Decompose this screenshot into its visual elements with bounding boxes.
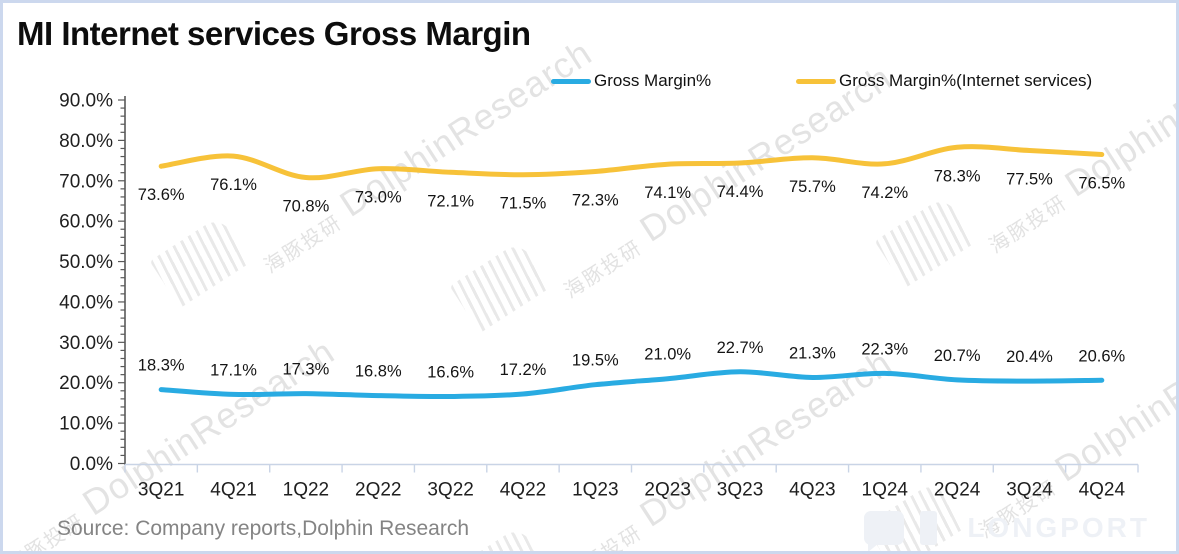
- y-tick-label: 30.0%: [59, 333, 113, 354]
- legend-label: Gross Margin%(Internet services): [839, 71, 1093, 90]
- legend-label: Gross Margin%: [594, 71, 712, 90]
- data-label: 18.3%: [138, 357, 185, 375]
- data-label: 76.5%: [1078, 175, 1125, 193]
- x-tick-label: 4Q21: [210, 480, 256, 501]
- x-tick-label: 3Q23: [717, 480, 763, 501]
- x-tick-label: 4Q22: [500, 480, 546, 501]
- x-tick-label: 1Q22: [283, 480, 329, 501]
- data-label: 21.0%: [644, 346, 691, 364]
- x-tick-label: 4Q24: [1079, 480, 1126, 501]
- data-label: 20.4%: [1006, 348, 1053, 366]
- chart-title: MI Internet services Gross Margin: [17, 15, 531, 52]
- data-label: 77.5%: [1006, 170, 1053, 188]
- data-label: 20.6%: [1078, 347, 1125, 365]
- data-label: 71.5%: [500, 195, 547, 213]
- data-label: 74.4%: [717, 183, 764, 201]
- x-tick-label: 2Q23: [644, 480, 690, 501]
- data-label: 17.1%: [210, 361, 257, 379]
- y-tick-label: 60.0%: [59, 212, 113, 233]
- data-label: 16.8%: [355, 363, 402, 381]
- source-note: Source: Company reports,Dolphin Research: [57, 517, 470, 540]
- data-label: 75.7%: [789, 178, 836, 196]
- data-label: 74.2%: [861, 184, 908, 202]
- legend-item-gross-margin-internet: Gross Margin%(Internet services): [796, 71, 1092, 91]
- x-tick-label: 1Q24: [862, 480, 909, 501]
- data-label: 73.6%: [138, 186, 185, 204]
- data-label: 73.0%: [355, 189, 402, 207]
- data-label: 17.2%: [500, 361, 547, 379]
- data-label: 16.6%: [427, 363, 474, 381]
- legend-line-swatch-yellow: [796, 78, 836, 84]
- data-label: 72.1%: [427, 192, 474, 210]
- y-tick-label: 70.0%: [59, 171, 113, 192]
- data-label: 17.3%: [282, 361, 329, 379]
- x-tick-label: 4Q23: [789, 480, 835, 501]
- y-tick-label: 90.0%: [59, 91, 113, 112]
- data-label: 20.7%: [934, 347, 981, 365]
- data-label: 72.3%: [572, 191, 619, 209]
- series-line-1: [158, 144, 1105, 181]
- data-label: 22.7%: [717, 339, 764, 357]
- legend-line-swatch-blue: [551, 78, 591, 84]
- y-tick-label: 0.0%: [70, 454, 113, 475]
- y-tick-label: 20.0%: [59, 373, 113, 394]
- y-tick-label: 80.0%: [59, 131, 113, 152]
- data-label: 78.3%: [934, 167, 981, 185]
- y-tick-label: 40.0%: [59, 292, 113, 313]
- data-label: 70.8%: [282, 198, 329, 216]
- longport-logo-text: LONGPORT: [967, 512, 1150, 543]
- y-tick-label: 50.0%: [59, 252, 113, 273]
- legend-item-gross-margin: Gross Margin%: [551, 71, 711, 91]
- x-tick-label: 2Q24: [934, 480, 981, 501]
- y-tick-label: 10.0%: [59, 414, 113, 435]
- x-tick-label: 2Q22: [355, 480, 401, 501]
- data-label: 21.3%: [789, 344, 836, 362]
- x-tick-label: 1Q23: [572, 480, 618, 501]
- line-chart: 0.0% 10.0% 20.0% 30.0% 40.0% 50.0% 60.0% 70.0% 8…: [59, 91, 1139, 501]
- data-label: 19.5%: [572, 352, 619, 370]
- data-label: 22.3%: [861, 340, 908, 358]
- x-tick-label: 3Q21: [138, 480, 184, 501]
- data-label: 74.1%: [644, 184, 691, 202]
- data-label: 76.1%: [210, 176, 257, 194]
- x-tick-label: 3Q22: [427, 480, 473, 501]
- series-line-0: [158, 369, 1105, 400]
- x-tick-label: 3Q24: [1006, 480, 1053, 501]
- chart-legend: Gross Margin% Gross Margin%(Internet ser…: [3, 69, 1176, 93]
